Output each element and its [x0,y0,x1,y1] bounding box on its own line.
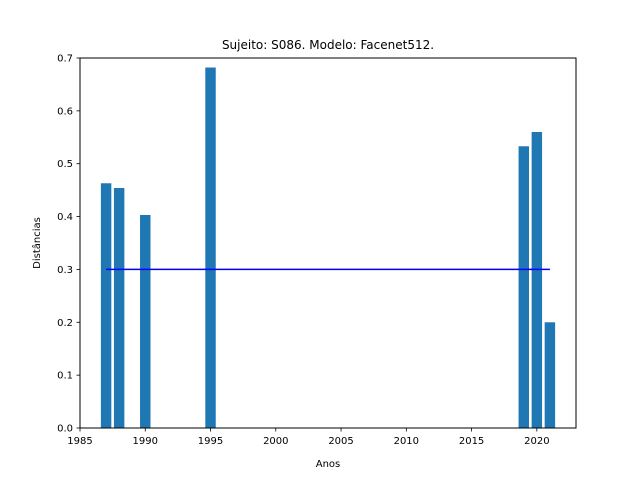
y-tick-label-6: 0.6 [57,106,73,117]
x-tick-label-1985: 1985 [67,436,92,447]
x-tick-label-1990: 1990 [133,436,158,447]
x-tick-label-2000: 2000 [263,436,288,447]
y-tick-label-5: 0.5 [57,159,73,170]
plot-area: 1985 1990 1995 2000 2005 2010 2015 2020 0.0 0.1 0.… [57,54,556,447]
chart-title: Sujeito: S086. Modelo: Facenet512. [222,38,434,52]
bar-2020 [531,132,543,428]
x-tick-label-1995: 1995 [198,436,223,447]
x-axis-label: Anos [316,459,341,470]
y-tick-label-2: 0.2 [57,318,73,329]
y-tick-label-0: 0.0 [57,424,73,435]
bar-2021 [544,322,556,428]
y-tick-label-4: 0.4 [57,212,73,223]
x-tick-label-2010: 2010 [394,436,419,447]
bar-1995 [205,67,216,428]
y-axis-label: Distâncias [31,217,43,269]
y-tick-label-7: 0.7 [57,54,73,65]
axes-frame [79,57,577,429]
x-tick-label-2020: 2020 [524,436,549,447]
x-tick-label-2015: 2015 [459,436,484,447]
bar-1987 [100,183,112,428]
bar-1988 [113,188,125,428]
bar-1990 [140,214,151,428]
bar-2019 [518,146,530,428]
y-tick-label-3: 0.3 [57,265,73,276]
y-tick-label-1: 0.1 [57,371,73,382]
x-tick-label-2005: 2005 [328,436,353,447]
